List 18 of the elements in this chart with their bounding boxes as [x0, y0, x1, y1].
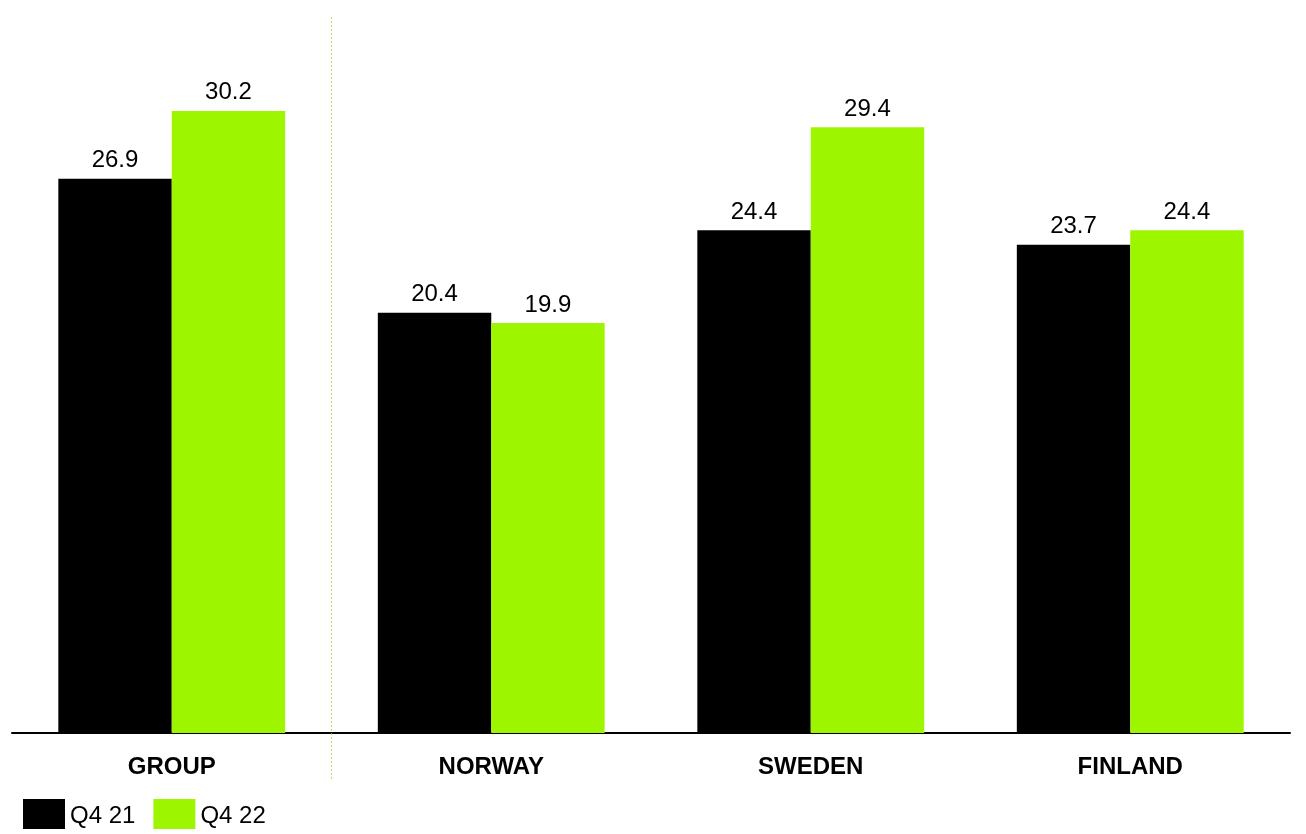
bar	[171, 110, 286, 733]
data-label: 26.9	[91, 145, 139, 173]
x-tick-label: SWEDEN	[758, 751, 864, 779]
bar	[1130, 230, 1244, 733]
data-label: 24.4	[730, 196, 778, 224]
bar	[491, 323, 605, 733]
data-label: 29.4	[844, 93, 891, 121]
bar	[810, 127, 925, 733]
data-label: 23.7	[1050, 211, 1097, 239]
data-label: 24.4	[1163, 196, 1211, 224]
legend-label: Q4 21	[70, 800, 136, 828]
legend-label: Q4 22	[200, 800, 266, 828]
x-tick-label: GROUP	[127, 751, 216, 779]
data-label: 19.9	[524, 289, 572, 317]
data-label: 20.4	[411, 279, 458, 307]
x-tick-label: NORWAY	[438, 751, 544, 779]
x-tick-label: FINLAND	[1077, 751, 1183, 779]
data-label: 30.2	[205, 77, 252, 105]
